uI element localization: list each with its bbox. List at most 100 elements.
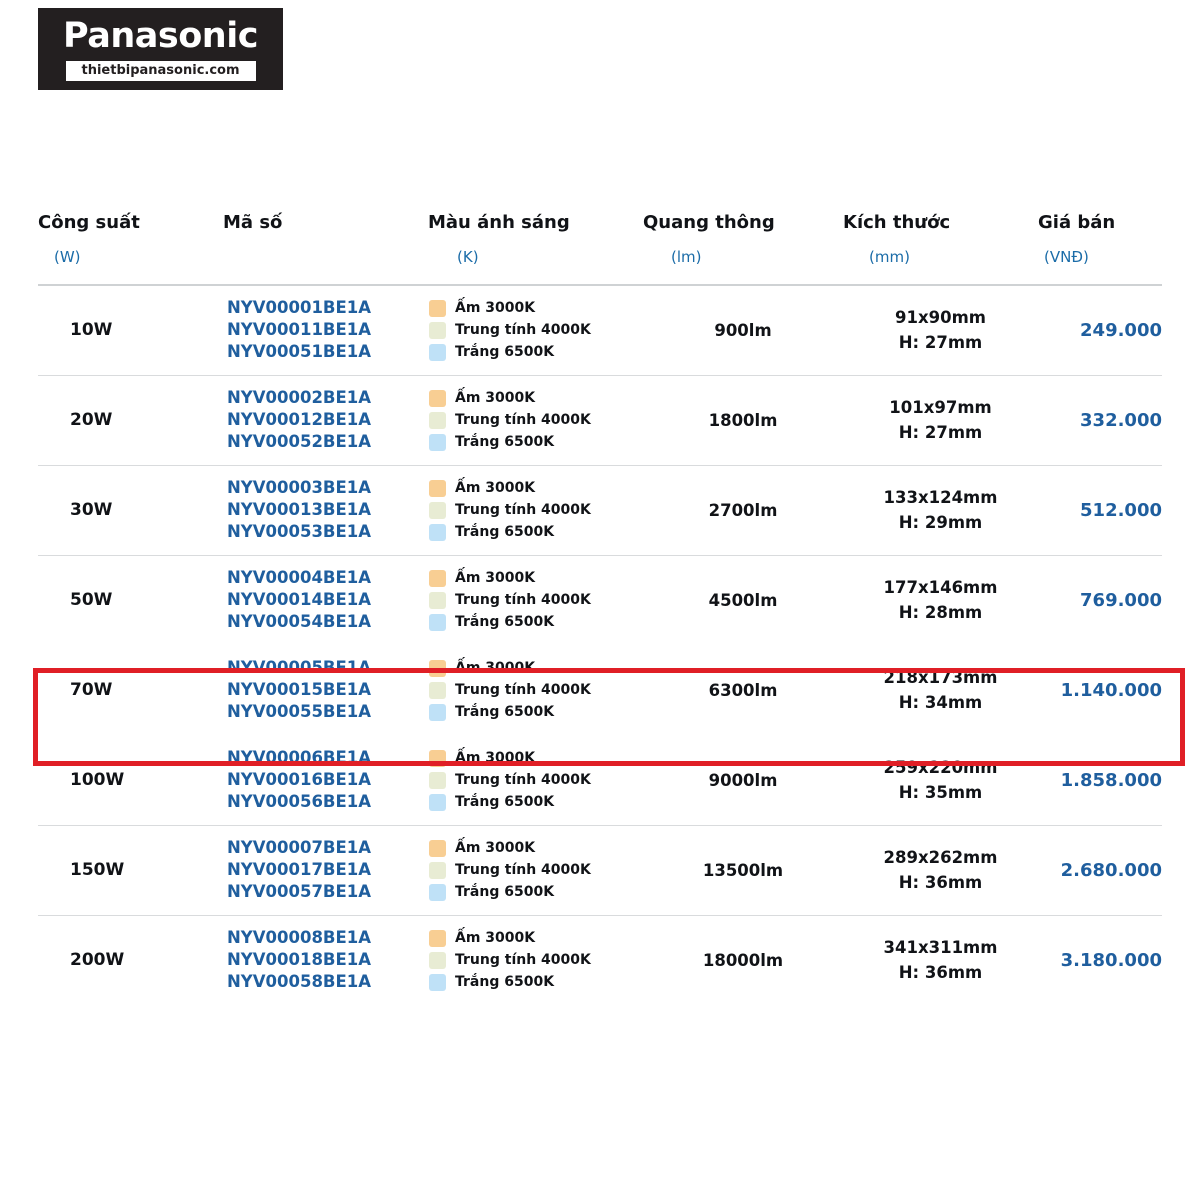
product-spec-table: Công suất (W) Mã số Màu ánh sáng (K) Qua… — [38, 212, 1162, 1005]
color-swatch-icon — [429, 793, 446, 811]
model-code-link[interactable]: NYV00016BE1A — [227, 770, 372, 790]
column-header-size-title: Kích thước — [843, 212, 951, 233]
column-header-flux-title: Quang thông — [643, 212, 775, 233]
light-color-list: Ấm 3000K Trung tính 4000K Trắng 6500K — [428, 567, 643, 633]
cell-price: 1.140.000 — [1060, 679, 1162, 701]
light-color-option: Trung tính 4000K — [429, 409, 643, 431]
model-code-link[interactable]: NYV00017BE1A — [227, 860, 372, 880]
light-color-label: Ấm 3000K — [455, 570, 536, 587]
model-code-link[interactable]: NYV00051BE1A — [227, 342, 372, 362]
model-code-link[interactable]: NYV00006BE1A — [227, 748, 372, 768]
cell-dimensions: 218x173mm H: 34mm — [843, 645, 1038, 735]
cell-dimensions: 101x97mm H: 27mm — [843, 375, 1038, 466]
light-color-option: Ấm 3000K — [429, 747, 643, 769]
dimension-wh: 289x262mm — [883, 848, 998, 868]
color-swatch-icon — [429, 883, 446, 901]
model-code-list: NYV00004BE1A NYV00014BE1A NYV00054BE1A — [223, 567, 428, 633]
model-code-list: NYV00002BE1A NYV00012BE1A NYV00052BE1A — [223, 387, 428, 453]
table-body: 10W NYV00001BE1A NYV00011BE1A NYV00051BE1A Ấ… — [38, 284, 1162, 1005]
light-color-label: Trắng 6500K — [455, 704, 555, 721]
dimension-wh: 218x173mm — [883, 668, 998, 688]
model-code-list: NYV00003BE1A NYV00013BE1A NYV00053BE1A — [223, 477, 428, 543]
cell-model-codes: NYV00007BE1A NYV00017BE1A NYV00057BE1A — [223, 825, 428, 916]
dimension-height: H: 36mm — [898, 873, 983, 893]
cell-power: 20W — [38, 375, 223, 466]
cell-dimensions: 91x90mm H: 27mm — [843, 284, 1038, 376]
power-value: 150W — [70, 860, 125, 881]
model-code-link[interactable]: NYV00003BE1A — [227, 478, 372, 498]
light-color-label: Trắng 6500K — [455, 974, 555, 991]
model-code-link[interactable]: NYV00018BE1A — [227, 950, 372, 970]
cell-luminous-flux: 4500lm — [708, 590, 778, 610]
table-row: 30W NYV00003BE1A NYV00013BE1A NYV00053BE1A Ấ… — [38, 465, 1162, 556]
cell-light-colors: Ấm 3000K Trung tính 4000K Trắng 6500K — [428, 555, 643, 645]
light-color-label: Trắng 6500K — [455, 524, 555, 541]
table-row: 20W NYV00002BE1A NYV00012BE1A NYV00052BE1A Ấ… — [38, 375, 1162, 466]
column-header-flux: Quang thông (lm) — [643, 212, 843, 286]
model-code-link[interactable]: NYV00011BE1A — [227, 320, 372, 340]
model-code-link[interactable]: NYV00008BE1A — [227, 928, 372, 948]
table-row: 10W NYV00001BE1A NYV00011BE1A NYV00051BE1A Ấ… — [38, 284, 1162, 376]
cell-model-codes: NYV00006BE1A NYV00016BE1A NYV00056BE1A — [223, 735, 428, 826]
column-header-size: Kích thước (mm) — [843, 212, 1038, 286]
cell-light-colors: Ấm 3000K Trung tính 4000K Trắng 6500K — [428, 645, 643, 735]
color-swatch-icon — [429, 951, 446, 969]
model-code-link[interactable]: NYV00053BE1A — [227, 522, 372, 542]
color-swatch-icon — [429, 343, 446, 361]
color-swatch-icon — [429, 569, 446, 587]
color-swatch-icon — [429, 501, 446, 519]
model-code-link[interactable]: NYV00007BE1A — [227, 838, 372, 858]
cell-power: 70W — [38, 645, 223, 735]
model-code-link[interactable]: NYV00052BE1A — [227, 432, 372, 452]
light-color-list: Ấm 3000K Trung tính 4000K Trắng 6500K — [428, 837, 643, 903]
model-code-link[interactable]: NYV00056BE1A — [227, 792, 372, 812]
cell-power: 50W — [38, 555, 223, 645]
model-code-link[interactable]: NYV00057BE1A — [227, 882, 372, 902]
light-color-option: Trắng 6500K — [429, 791, 643, 813]
model-code-link[interactable]: NYV00015BE1A — [227, 680, 372, 700]
logo-url-plate: thietbipanasonic.com — [65, 61, 256, 81]
light-color-option: Ấm 3000K — [429, 477, 643, 499]
color-swatch-icon — [429, 771, 446, 789]
table-row: 70W NYV00005BE1A NYV00015BE1A NYV00055BE1A Ấ… — [38, 645, 1162, 735]
color-swatch-icon — [429, 861, 446, 879]
cell-power: 150W — [38, 825, 223, 916]
model-code-link[interactable]: NYV00058BE1A — [227, 972, 372, 992]
model-code-link[interactable]: NYV00004BE1A — [227, 568, 372, 588]
model-code-link[interactable]: NYV00013BE1A — [227, 500, 372, 520]
dimension-wh: 133x124mm — [883, 488, 998, 508]
light-color-label: Trung tính 4000K — [455, 322, 591, 339]
light-color-label: Trắng 6500K — [455, 884, 555, 901]
cell-luminous-flux: 6300lm — [708, 680, 778, 700]
table-row: 50W NYV00004BE1A NYV00014BE1A NYV00054BE1A Ấ… — [38, 555, 1162, 645]
power-value: 20W — [70, 410, 113, 431]
model-code-link[interactable]: NYV00014BE1A — [227, 590, 372, 610]
light-color-label: Trung tính 4000K — [455, 862, 591, 879]
cell-luminous-flux: 900lm — [643, 284, 843, 376]
color-swatch-icon — [429, 839, 446, 857]
light-color-label: Trung tính 4000K — [455, 682, 591, 699]
cell-model-codes: NYV00003BE1A NYV00013BE1A NYV00053BE1A — [223, 465, 428, 556]
model-code-link[interactable]: NYV00055BE1A — [227, 702, 372, 722]
light-color-option: Trung tính 4000K — [429, 679, 643, 701]
column-header-power-unit: (W) — [54, 247, 81, 266]
color-swatch-icon — [429, 929, 446, 947]
cell-light-colors: Ấm 3000K Trung tính 4000K Trắng 6500K — [428, 825, 643, 916]
dimension-wh: 91x90mm — [895, 308, 986, 328]
product-spec-table-container: Công suất (W) Mã số Màu ánh sáng (K) Qua… — [38, 212, 1162, 1005]
model-code-link[interactable]: NYV00002BE1A — [227, 388, 372, 408]
light-color-option: Ấm 3000K — [429, 837, 643, 859]
model-code-link[interactable]: NYV00012BE1A — [227, 410, 372, 430]
light-color-option: Trắng 6500K — [429, 971, 643, 993]
model-code-link[interactable]: NYV00005BE1A — [227, 658, 372, 678]
model-code-link[interactable]: NYV00001BE1A — [227, 298, 372, 318]
dimension-height: H: 27mm — [898, 333, 983, 353]
model-code-link[interactable]: NYV00054BE1A — [227, 612, 372, 632]
light-color-list: Ấm 3000K Trung tính 4000K Trắng 6500K — [428, 657, 643, 723]
table-row: 150W NYV00007BE1A NYV00017BE1A NYV00057BE1A… — [38, 825, 1162, 916]
column-header-price-title: Giá bán — [1038, 212, 1116, 233]
color-swatch-icon — [429, 411, 446, 429]
cell-price: 1.858.000 — [1038, 735, 1162, 826]
light-color-option: Trắng 6500K — [429, 431, 643, 453]
color-swatch-icon — [429, 973, 446, 991]
